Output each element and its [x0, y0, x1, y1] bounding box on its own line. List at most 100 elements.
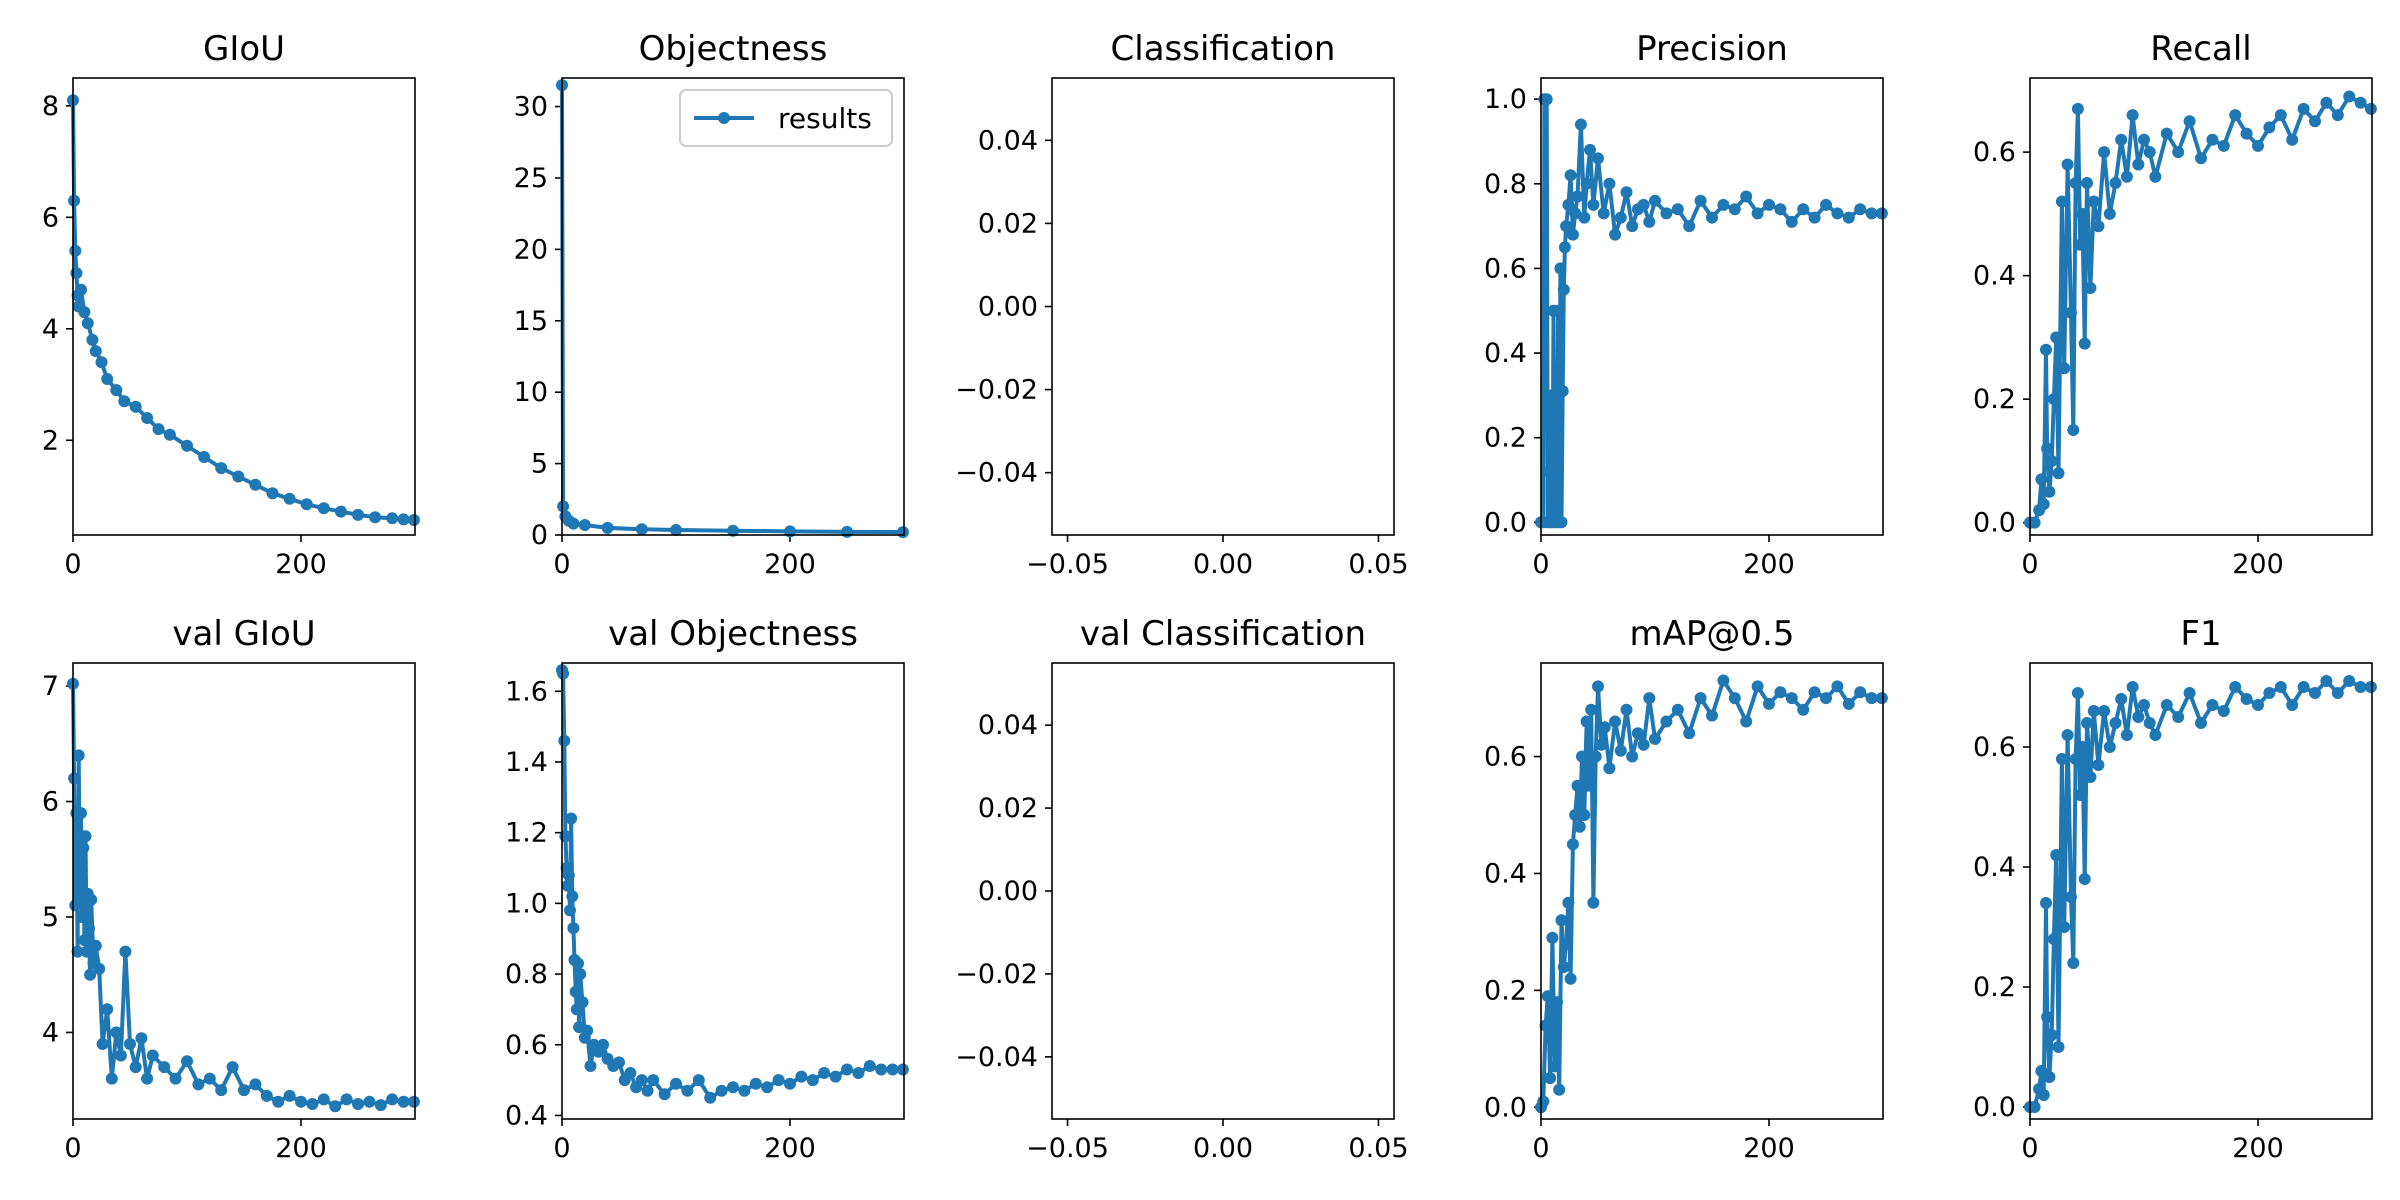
map-0-5-data-point — [1587, 896, 1600, 909]
val-classification-ytick-label: 0.02 — [978, 793, 1038, 824]
f1-data-point — [2052, 1041, 2065, 1053]
val-objectness-ytick-label: 1.6 — [505, 676, 548, 707]
val-giou-data-point — [96, 1038, 109, 1050]
map-0-5-data-point — [1831, 680, 1844, 693]
val-giou-ytick-label: 5 — [42, 902, 59, 933]
val-objectness-data-point — [727, 1081, 739, 1094]
val-classification-axes-frame — [1051, 662, 1395, 1120]
map-0-5-data-point — [1589, 750, 1602, 763]
map-0-5-data-point — [1751, 680, 1764, 693]
legend-marker-icon — [718, 112, 730, 124]
f1-data-point — [2084, 771, 2097, 783]
precision-data-point — [1543, 465, 1555, 478]
map-0-5-data-point — [1580, 715, 1593, 728]
val-giou-data-point — [75, 807, 87, 820]
map-0-5-ytick-label: 0.6 — [1484, 742, 1527, 773]
recall-ytick-label: 0.2 — [1973, 384, 2016, 415]
classification-xtick-label: 0.05 — [1348, 549, 1408, 580]
map-0-5-data-point — [1555, 914, 1568, 927]
recall-xtick-label: 0 — [2021, 549, 2038, 580]
val-objectness-data-point — [635, 1074, 648, 1087]
val-objectness-data-point — [715, 1084, 728, 1097]
classification-axes-frame — [1051, 77, 1395, 536]
objectness-ytick-label: 15 — [514, 306, 548, 337]
recall-data-point — [2041, 442, 2054, 455]
classification-ytick-label: 0.02 — [978, 208, 1038, 239]
recall-data-point — [2138, 133, 2150, 146]
val-objectness-data-point — [681, 1084, 694, 1097]
f1-data-point — [2115, 693, 2128, 705]
f1-data-point — [2343, 675, 2356, 687]
map-0-5-chart: mAP@0.5 0 200 0.0 0.2 0.4 0.6 — [1484, 614, 1888, 1164]
f1-data-point — [2297, 681, 2310, 693]
val-giou-data-point — [105, 1072, 118, 1085]
objectness-ytick-label: 0 — [531, 520, 548, 551]
recall-data-point — [2160, 127, 2173, 140]
f1-chart: F1 0 200 0.0 0.2 0.4 0.6 — [1973, 614, 2377, 1164]
giou-data-point — [101, 373, 114, 385]
giou-data-point — [397, 513, 410, 526]
val-objectness-data-point — [795, 1070, 808, 1083]
recall-data-point — [2081, 177, 2093, 189]
f1-data-point — [2132, 711, 2145, 723]
val-giou-ytick-label: 6 — [42, 787, 59, 818]
val-objectness-data-point — [569, 985, 582, 998]
val-giou-data-point — [83, 922, 95, 935]
map-0-5-data-point — [1660, 715, 1673, 728]
f1-data-point — [2160, 699, 2173, 711]
val-objectness-data-point — [574, 968, 587, 981]
precision-data-point — [1557, 283, 1570, 296]
precision-data-point — [1555, 516, 1568, 529]
precision-ytick-label: 0.0 — [1484, 507, 1527, 538]
recall-data-point — [2263, 121, 2276, 134]
f1-data-point — [2172, 711, 2185, 723]
giou-ytick-label: 8 — [42, 91, 59, 122]
val-giou-data-point — [249, 1078, 262, 1091]
map-0-5-data-point — [1553, 1083, 1566, 1096]
val-objectness-data-point — [613, 1056, 625, 1069]
val-giou-data-point — [146, 1049, 159, 1062]
precision-data-point — [1558, 241, 1571, 254]
objectness-ytick-label: 5 — [531, 449, 548, 480]
val-giou-data-point — [71, 945, 84, 958]
f1-data-point — [2037, 1089, 2050, 1101]
val-classification-ytick-label: 0.00 — [978, 876, 1038, 907]
recall-ytick-label: 0.6 — [1973, 137, 2016, 168]
giou-data-point — [68, 194, 81, 207]
val-giou-data-point — [158, 1061, 171, 1074]
f1-data-point — [2040, 897, 2052, 909]
objectness-ytick-label: 20 — [514, 234, 548, 265]
val-objectness-data-point — [772, 1074, 785, 1087]
precision-data-point — [1774, 203, 1787, 216]
val-objectness-xtick-label: 200 — [764, 1133, 816, 1164]
giou-ytick-label: 4 — [42, 314, 59, 345]
giou-data-point — [69, 244, 82, 257]
val-giou-data-point — [329, 1100, 342, 1113]
map-0-5-ytick-label: 0.0 — [1484, 1092, 1527, 1123]
f1-data-point — [2263, 687, 2276, 699]
map-0-5-data-point — [1842, 697, 1855, 710]
precision-data-point — [1556, 385, 1569, 398]
val-objectness-data-point — [561, 879, 574, 892]
val-objectness-data-point — [557, 667, 570, 680]
val-objectness-data-point — [852, 1067, 865, 1079]
val-objectness-data-point — [692, 1074, 705, 1087]
f1-data-point — [2078, 873, 2091, 885]
precision-ytick-label: 0.4 — [1484, 338, 1527, 369]
precision-data-point — [1584, 143, 1596, 156]
f1-data-point — [2058, 921, 2071, 933]
val-objectness-ytick-label: 0.6 — [505, 1030, 548, 1061]
map-0-5-data-point — [1562, 896, 1575, 909]
val-objectness-data-point — [818, 1067, 831, 1079]
objectness-data-point — [635, 523, 648, 536]
val-giou-data-point — [73, 876, 86, 889]
map-0-5-data-point — [1631, 727, 1644, 740]
val-objectness-ytick-label: 0.8 — [505, 959, 548, 990]
val-objectness-data-point — [886, 1063, 899, 1076]
f1-data-point — [2138, 699, 2150, 711]
recall-data-point — [2331, 109, 2344, 122]
recall-data-point — [2183, 115, 2196, 128]
f1-data-point — [2364, 681, 2377, 693]
val-objectness-ytick-label: 1.0 — [505, 888, 548, 919]
val-giou-ytick-label: 7 — [42, 671, 59, 702]
